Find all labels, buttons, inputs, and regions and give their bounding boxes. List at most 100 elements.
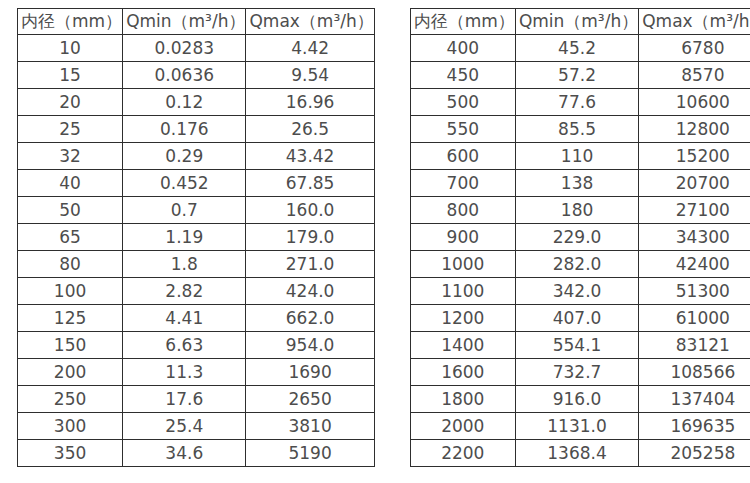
col-header-qmax: Qmax（m³/h） xyxy=(639,9,750,35)
col-header-qmin: Qmin（m³/h） xyxy=(123,9,246,35)
table-cell: 916.0 xyxy=(515,386,638,413)
table-cell: 400 xyxy=(410,35,515,62)
table-cell: 954.0 xyxy=(246,332,374,359)
table-row: 25017.62650 xyxy=(18,386,375,413)
table-row: 801.8271.0 xyxy=(18,251,375,278)
table-cell: 57.2 xyxy=(515,62,638,89)
table-cell: 350 xyxy=(18,440,123,467)
table-cell: 4.41 xyxy=(123,305,246,332)
table-cell: 160.0 xyxy=(246,197,374,224)
table-cell: 25 xyxy=(18,116,123,143)
table-cell: 500 xyxy=(410,89,515,116)
table-cell: 450 xyxy=(410,62,515,89)
table-row: 1200407.061000 xyxy=(410,305,750,332)
table-cell: 271.0 xyxy=(246,251,374,278)
table-cell: 17.6 xyxy=(123,386,246,413)
table-cell: 1100 xyxy=(410,278,515,305)
table-row: 1600732.7108566 xyxy=(410,359,750,386)
table-cell: 8570 xyxy=(639,62,750,89)
table-cell: 1200 xyxy=(410,305,515,332)
table-cell: 900 xyxy=(410,224,515,251)
table-cell: 550 xyxy=(410,116,515,143)
table-cell: 150 xyxy=(18,332,123,359)
table-cell: 6780 xyxy=(639,35,750,62)
table-cell: 179.0 xyxy=(246,224,374,251)
table-cell: 20700 xyxy=(639,170,750,197)
table-cell: 1368.4 xyxy=(515,440,638,467)
table-cell: 34.6 xyxy=(123,440,246,467)
table-cell: 80 xyxy=(18,251,123,278)
table-cell: 108566 xyxy=(639,359,750,386)
table-cell: 4.42 xyxy=(246,35,374,62)
table-cell: 424.0 xyxy=(246,278,374,305)
table-row: 651.19179.0 xyxy=(18,224,375,251)
table-cell: 10600 xyxy=(639,89,750,116)
table-row: 500.7160.0 xyxy=(18,197,375,224)
diameter-flow-table-small: 内径（mm） Qmin（m³/h） Qmax（m³/h） 100.02834.4… xyxy=(17,8,375,467)
table-cell: 77.6 xyxy=(515,89,638,116)
table-cell: 6.63 xyxy=(123,332,246,359)
table-row: 22001368.4205258 xyxy=(410,440,750,467)
table-row: 80018027100 xyxy=(410,197,750,224)
table-cell: 110 xyxy=(515,143,638,170)
col-header-qmax: Qmax（m³/h） xyxy=(246,9,374,35)
table-cell: 1400 xyxy=(410,332,515,359)
table-cell: 3810 xyxy=(246,413,374,440)
table-cell: 800 xyxy=(410,197,515,224)
table-cell: 100 xyxy=(18,278,123,305)
table-row: 100.02834.42 xyxy=(18,35,375,62)
col-header-diameter: 内径（mm） xyxy=(410,9,515,35)
table-cell: 67.85 xyxy=(246,170,374,197)
table-cell: 5190 xyxy=(246,440,374,467)
table-row: 320.2943.42 xyxy=(18,143,375,170)
table-cell: 2650 xyxy=(246,386,374,413)
table-row: 50077.610600 xyxy=(410,89,750,116)
col-header-qmin: Qmin（m³/h） xyxy=(515,9,638,35)
table-cell: 554.1 xyxy=(515,332,638,359)
table-row: 20011.31690 xyxy=(18,359,375,386)
col-header-diameter: 内径（mm） xyxy=(18,9,123,35)
table-cell: 27100 xyxy=(639,197,750,224)
table-cell: 20 xyxy=(18,89,123,116)
table-cell: 407.0 xyxy=(515,305,638,332)
table-cell: 65 xyxy=(18,224,123,251)
table-cell: 0.0283 xyxy=(123,35,246,62)
table-row: 200.1216.96 xyxy=(18,89,375,116)
table-row: 30025.43810 xyxy=(18,413,375,440)
table-cell: 26.5 xyxy=(246,116,374,143)
table-row: 1506.63954.0 xyxy=(18,332,375,359)
table-cell: 0.176 xyxy=(123,116,246,143)
table-header-row: 内径（mm） Qmin（m³/h） Qmax（m³/h） xyxy=(18,9,375,35)
table-row: 1254.41662.0 xyxy=(18,305,375,332)
table-cell: 15200 xyxy=(639,143,750,170)
table-cell: 342.0 xyxy=(515,278,638,305)
table-cell: 700 xyxy=(410,170,515,197)
table-row: 55085.512800 xyxy=(410,116,750,143)
table-row: 1800916.0137404 xyxy=(410,386,750,413)
table-row: 1002.82424.0 xyxy=(18,278,375,305)
table-cell: 138 xyxy=(515,170,638,197)
table-cell: 11.3 xyxy=(123,359,246,386)
table-cell: 200 xyxy=(18,359,123,386)
table-row: 45057.28570 xyxy=(410,62,750,89)
table-cell: 85.5 xyxy=(515,116,638,143)
table-cell: 1000 xyxy=(410,251,515,278)
table-row: 150.06369.54 xyxy=(18,62,375,89)
table-cell: 600 xyxy=(410,143,515,170)
table-row: 1000282.042400 xyxy=(410,251,750,278)
table-cell: 45.2 xyxy=(515,35,638,62)
table-cell: 0.0636 xyxy=(123,62,246,89)
table-cell: 0.12 xyxy=(123,89,246,116)
table-row: 1100342.051300 xyxy=(410,278,750,305)
table-cell: 229.0 xyxy=(515,224,638,251)
table-cell: 32 xyxy=(18,143,123,170)
table-cell: 34300 xyxy=(639,224,750,251)
table-cell: 2200 xyxy=(410,440,515,467)
table-row: 40045.26780 xyxy=(410,35,750,62)
table-header-row: 内径（mm） Qmin（m³/h） Qmax（m³/h） xyxy=(410,9,750,35)
table-cell: 50 xyxy=(18,197,123,224)
table-cell: 42400 xyxy=(639,251,750,278)
table-cell: 0.29 xyxy=(123,143,246,170)
table-cell: 43.42 xyxy=(246,143,374,170)
table-cell: 662.0 xyxy=(246,305,374,332)
